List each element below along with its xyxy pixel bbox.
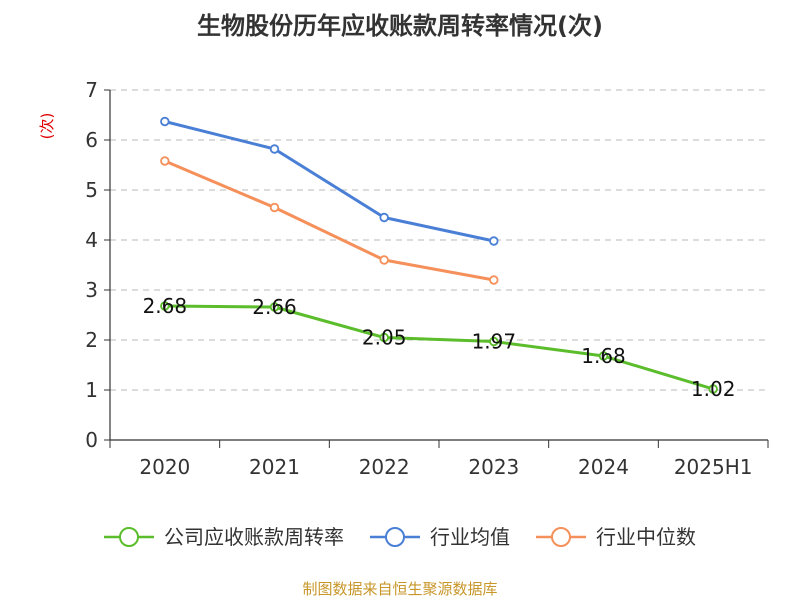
- legend-item-0: 公司应收账款周转率: [104, 525, 344, 549]
- source-note: 制图数据来自恒生聚源数据库: [302, 580, 497, 598]
- series-0-point-2025H1: [708, 384, 718, 394]
- axis-layer: 0 1 2 3 4 5 6 7 2020 2021 2022 2023 2024 2025H1: [85, 78, 769, 479]
- data-label-2020: 2.68: [143, 294, 188, 318]
- legend-label-0: 公司应收账款周转率: [164, 525, 344, 549]
- legend-marker-1: [385, 527, 405, 547]
- data-label-2021: 2.66: [252, 295, 297, 319]
- y-tick-label-0: 0: [85, 428, 98, 452]
- legend-marker-2: [551, 527, 571, 547]
- y-tick-label-7: 7: [85, 78, 98, 102]
- series-2-point-2023: [489, 275, 499, 285]
- series-line-0: [163, 304, 715, 391]
- x-tick-label-2025H1: 2025H1: [674, 455, 753, 479]
- x-tick-label-2021: 2021: [249, 455, 300, 479]
- legend: 公司应收账款周转率 行业均值 行业中位数: [104, 525, 696, 549]
- series-0-point-2023: [489, 336, 499, 347]
- y-axis-unit-label: (次): [38, 113, 56, 140]
- series-0-point-2020: [160, 301, 170, 311]
- legend-label-2: 行业中位数: [596, 525, 696, 549]
- series-0-point-2021: [269, 302, 280, 312]
- series-line-1: [163, 120, 496, 243]
- series-1-point-2020: [160, 116, 170, 127]
- y-tick-label-4: 4: [85, 228, 98, 252]
- data-label-2022: 2.05: [362, 326, 407, 350]
- data-label-layer: 2.68 2.66 2.05 1.97 1.68 1.02: [143, 294, 736, 401]
- y-tick-label-3: 3: [85, 278, 98, 302]
- data-label-2023: 1.97: [472, 330, 517, 354]
- x-tick-label-2023: 2023: [468, 455, 519, 479]
- series-1-point-2022: [379, 212, 389, 223]
- series-1-point-2023: [489, 236, 499, 246]
- y-tick-label-1: 1: [85, 378, 98, 402]
- series-2-point-2021: [269, 202, 280, 213]
- y-tick-label-6: 6: [85, 128, 98, 152]
- data-label-2024: 1.68: [581, 344, 626, 368]
- legend-label-1: 行业均值: [430, 525, 510, 549]
- x-tick-label-2024: 2024: [578, 455, 629, 479]
- legend-item-2: 行业中位数: [536, 525, 696, 549]
- legend-marker-0: [119, 527, 139, 547]
- y-tick-label-5: 5: [85, 178, 98, 202]
- series-layer: [160, 116, 718, 394]
- series-1-point-2021: [269, 144, 280, 154]
- legend-item-1: 行业均值: [370, 525, 510, 549]
- x-tick-label-2020: 2020: [139, 455, 190, 479]
- data-label-2025H1: 1.02: [691, 377, 736, 401]
- x-tick-label-2022: 2022: [359, 455, 410, 479]
- series-2-point-2020: [160, 156, 170, 166]
- series-0-point-2022: [379, 332, 389, 343]
- series-line-2: [163, 159, 496, 282]
- y-tick-label-2: 2: [85, 328, 98, 352]
- grid-layer: [110, 89, 768, 391]
- series-2-point-2022: [379, 255, 389, 265]
- series-0-point-2024: [598, 351, 609, 361]
- chart-title: 生物股份历年应收账款周转率情况(次): [197, 12, 603, 40]
